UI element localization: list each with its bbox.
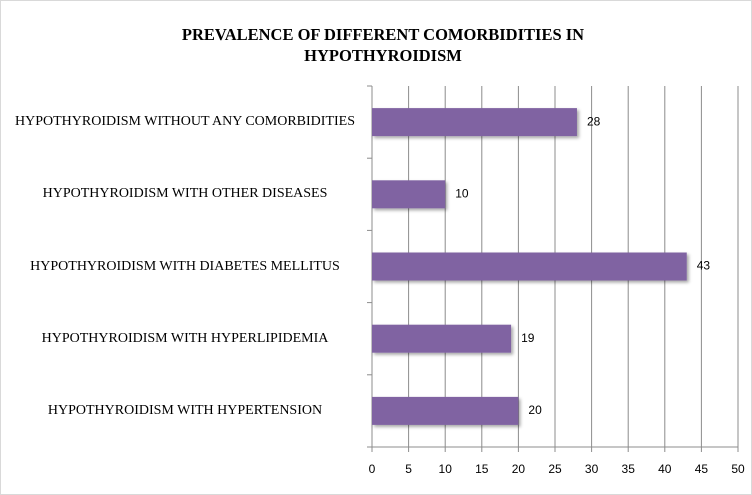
x-tick-label: 35 [622, 462, 636, 476]
bar [372, 252, 687, 281]
y-tick-label: HYPOTHYROIDISM WITHOUT ANY COMORBIDITIES [14, 114, 356, 130]
x-tick-label: 20 [512, 462, 526, 476]
x-tick-label: 25 [548, 462, 562, 476]
value-label: 10 [455, 186, 469, 200]
chart-title: PREVALENCE OF DIFFERENT COMORBIDITIES IN… [181, 25, 585, 65]
x-tick-label: 5 [405, 462, 412, 476]
x-tick-label: 0 [369, 462, 376, 476]
bar [372, 396, 519, 425]
x-tick-label: 50 [731, 462, 745, 476]
x-tick-label: 15 [475, 462, 489, 476]
x-tick-label: 45 [695, 462, 709, 476]
y-tick-label: HYPOTHYROIDISM WITH OTHER DISEASES [42, 186, 328, 202]
bar [372, 108, 577, 137]
bar [372, 324, 512, 353]
x-tick-label: 10 [439, 462, 453, 476]
value-label: 28 [587, 114, 601, 128]
y-tick-label: HYPOTHYROIDISM WITH HYPERTENSION [47, 402, 323, 418]
y-tick-label: HYPOTHYROIDISM WITH DIABETES MELLITUS [30, 258, 340, 274]
x-tick-label: 40 [658, 462, 672, 476]
y-tick-label: HYPOTHYROIDISM WITH HYPERLIPIDEMIA [41, 330, 329, 346]
value-label: 20 [528, 403, 542, 417]
x-tick-label: 30 [585, 462, 599, 476]
bar [372, 180, 446, 209]
value-label: 43 [697, 259, 711, 273]
value-label: 19 [521, 331, 535, 345]
